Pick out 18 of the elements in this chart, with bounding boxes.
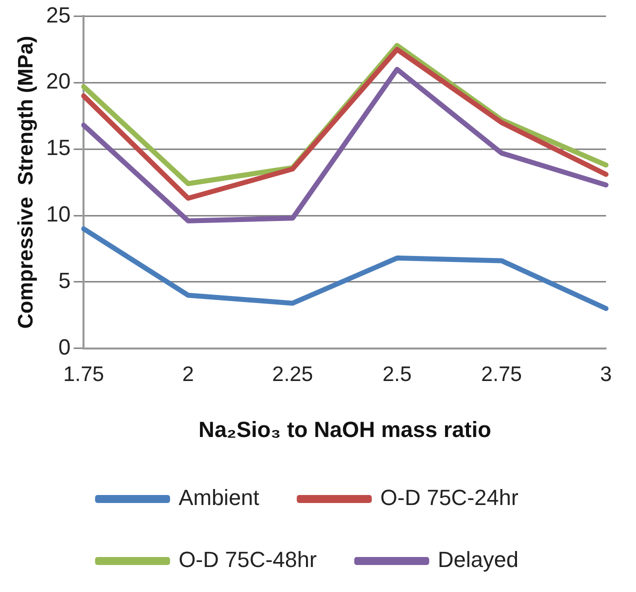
x-tick-label: 2.5: [382, 362, 412, 386]
y-tick-label: 15: [46, 135, 71, 160]
legend-label: Delayed: [438, 547, 518, 572]
x-axis-title: Na₂Sio₃ to NaOH mass ratio: [198, 416, 492, 442]
y-axis-title: Compressive Strength (MPa): [14, 36, 38, 329]
y-tick-label: 20: [46, 68, 71, 94]
legend-label: Ambient: [178, 485, 260, 510]
x-tick-label: 2.75: [481, 362, 522, 386]
y-tick-label: 10: [46, 202, 71, 227]
y-tick-label: 5: [58, 268, 71, 294]
y-tick-label: 25: [46, 2, 71, 28]
x-tick-label: 3: [600, 362, 612, 386]
x-tick-label: 2: [182, 362, 194, 386]
legend-label: O-D 75C-48hr: [178, 547, 317, 572]
x-tick-label: 1.75: [63, 362, 104, 386]
x-tick-label: 2.25: [272, 362, 314, 386]
y-tick-label: 0: [58, 334, 71, 360]
legend-label: O-D 75C-24hr: [380, 485, 518, 510]
